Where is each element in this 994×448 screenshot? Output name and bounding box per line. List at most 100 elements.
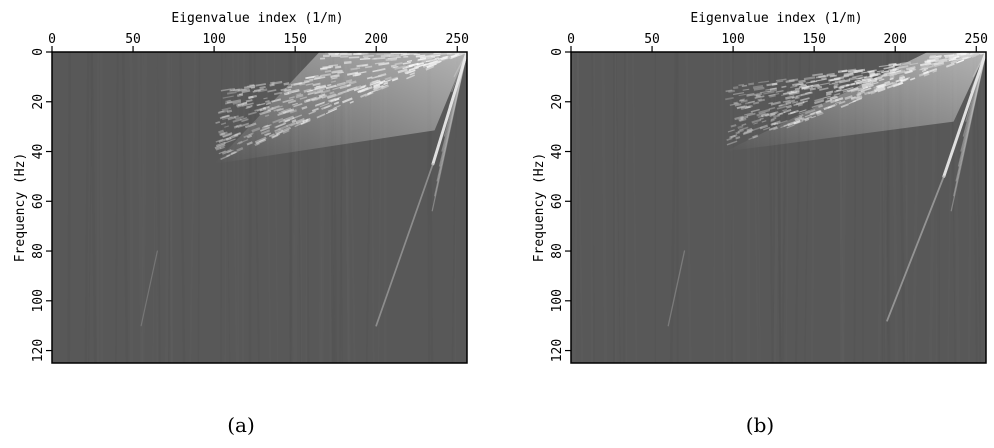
energy-speckle bbox=[271, 80, 283, 85]
energy-speckle bbox=[221, 114, 230, 119]
energy-speckle bbox=[433, 53, 445, 56]
energy-speckle bbox=[265, 102, 271, 106]
energy-speckle bbox=[876, 69, 885, 73]
heatmap-texture bbox=[266, 52, 272, 363]
energy-speckle bbox=[900, 77, 909, 82]
energy-speckle bbox=[738, 99, 745, 102]
heatmap-texture bbox=[775, 52, 782, 363]
energy-speckle bbox=[899, 74, 905, 78]
energy-speckle bbox=[280, 88, 287, 92]
energy-speckle bbox=[397, 68, 408, 74]
energy-speckle bbox=[308, 110, 316, 115]
energy-speckle bbox=[215, 147, 222, 151]
energy-speckle bbox=[429, 60, 441, 67]
energy-speckle bbox=[861, 81, 872, 86]
energy-speckle bbox=[326, 93, 336, 98]
apex-ray bbox=[950, 52, 986, 212]
heatmap-texture bbox=[624, 52, 628, 363]
energy-speckle bbox=[305, 82, 314, 86]
energy-speckle bbox=[746, 112, 756, 117]
energy-speckle bbox=[273, 91, 283, 96]
energy-speckle bbox=[757, 98, 763, 102]
energy-speckle bbox=[388, 54, 400, 57]
energy-speckle bbox=[797, 103, 803, 107]
x-tick-label: 50 bbox=[644, 32, 660, 47]
energy-speckle bbox=[276, 107, 284, 112]
energy-speckle bbox=[759, 90, 772, 94]
energy-speckle bbox=[295, 117, 305, 124]
energy-speckle bbox=[753, 93, 759, 97]
energy-speckle bbox=[330, 74, 340, 79]
energy-speckle bbox=[811, 103, 823, 108]
energy-speckle bbox=[345, 79, 353, 83]
energy-speckle bbox=[790, 89, 800, 94]
energy-speckle bbox=[233, 132, 242, 137]
heatmap-texture bbox=[141, 52, 147, 363]
energy-speckle bbox=[373, 57, 386, 60]
energy-speckle bbox=[732, 86, 739, 90]
energy-speckle bbox=[919, 62, 932, 67]
heatmap-texture bbox=[189, 52, 196, 363]
energy-speckle bbox=[259, 85, 266, 89]
x-tick-label: 100 bbox=[202, 32, 225, 47]
energy-speckle bbox=[810, 83, 820, 88]
energy-speckle bbox=[923, 72, 930, 77]
heatmap-texture bbox=[785, 52, 790, 363]
energy-speckle bbox=[434, 57, 439, 60]
energy-speckle bbox=[283, 82, 290, 86]
energy-speckle bbox=[430, 54, 441, 58]
heatmap-texture bbox=[729, 52, 736, 363]
energy-speckle bbox=[250, 86, 256, 89]
apex-ray bbox=[955, 52, 986, 182]
heatmap-texture bbox=[179, 52, 186, 363]
heatmap-texture bbox=[451, 52, 458, 363]
energy-speckle bbox=[346, 71, 359, 76]
energy-speckle bbox=[773, 114, 781, 119]
energy-speckle bbox=[754, 95, 765, 99]
energy-speckle bbox=[291, 102, 298, 106]
heatmap-texture bbox=[232, 52, 238, 363]
energy-speckle bbox=[763, 91, 775, 95]
energy-speckle bbox=[246, 105, 253, 109]
energy-speckle bbox=[771, 82, 778, 86]
energy-speckle bbox=[220, 132, 226, 136]
energy-speckle bbox=[788, 91, 798, 95]
apex-ray bbox=[436, 52, 467, 182]
energy-speckle bbox=[394, 62, 403, 66]
energy-speckle bbox=[219, 114, 231, 120]
heatmap-texture bbox=[730, 52, 735, 363]
heatmap-texture bbox=[614, 52, 617, 363]
energy-speckle bbox=[242, 101, 248, 105]
energy-speckle bbox=[259, 107, 267, 112]
energy-speckle bbox=[735, 131, 740, 135]
energy-speckle bbox=[934, 55, 942, 59]
energy-speckle bbox=[923, 70, 929, 75]
energy-speckle bbox=[319, 102, 330, 108]
energy-speckle bbox=[805, 91, 812, 94]
energy-speckle bbox=[255, 138, 267, 145]
energy-speckle bbox=[802, 100, 808, 104]
energy-speckle bbox=[237, 102, 244, 107]
energy-speckle bbox=[283, 91, 290, 96]
apex-ray bbox=[957, 52, 986, 167]
energy-speckle bbox=[795, 117, 805, 123]
linear-event bbox=[140, 250, 158, 327]
energy-speckle bbox=[228, 133, 239, 140]
heatmap-texture bbox=[623, 52, 627, 363]
energy-speckle bbox=[834, 89, 843, 93]
energy-speckle bbox=[289, 109, 297, 114]
energy-speckle bbox=[406, 60, 413, 63]
energy-speckle bbox=[846, 87, 859, 92]
energy-speckle bbox=[295, 93, 304, 99]
energy-speckle bbox=[757, 115, 764, 119]
energy-speckle bbox=[352, 73, 362, 77]
energy-speckle bbox=[782, 108, 787, 112]
heatmap-texture bbox=[591, 52, 595, 363]
x-tick-label: 250 bbox=[446, 32, 469, 47]
energy-speckle bbox=[750, 108, 760, 113]
energy-speckle bbox=[738, 83, 745, 87]
energy-speckle bbox=[790, 85, 798, 88]
energy-speckle bbox=[263, 132, 270, 137]
energy-speckle bbox=[402, 61, 411, 65]
energy-speckle bbox=[245, 106, 251, 110]
